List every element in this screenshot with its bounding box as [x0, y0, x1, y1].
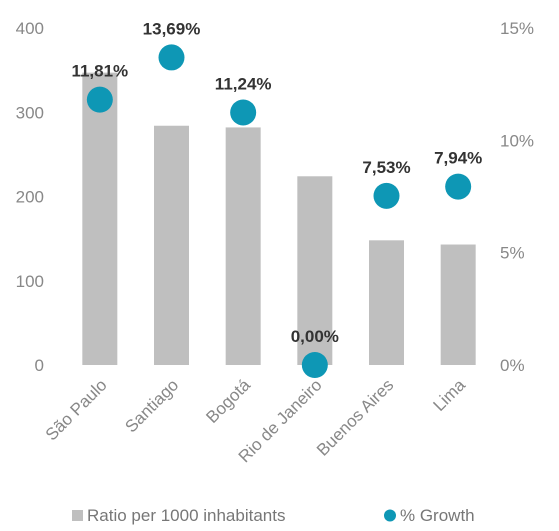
bar: [225, 127, 261, 365]
growth-data-label: 0,00%: [291, 327, 339, 346]
legend-label-bar: Ratio per 1000 inhabitants: [87, 506, 285, 525]
growth-point: [373, 182, 400, 209]
bar: [297, 176, 333, 365]
category-label: Lima: [429, 375, 469, 415]
legend-swatch-growth: [384, 509, 396, 522]
bar: [82, 72, 118, 365]
growth-point: [86, 86, 113, 113]
right-axis-tick-label: 15%: [500, 19, 534, 38]
legend-label-growth: % Growth: [400, 506, 475, 525]
right-axis: 0% 5% 10% 15%: [500, 19, 534, 375]
growth-point: [301, 352, 328, 378]
growth-series: [86, 44, 472, 378]
legend-swatch-bar: [72, 510, 83, 521]
right-axis-tick-label: 0%: [500, 356, 525, 375]
left-axis-tick-label: 100: [16, 272, 44, 291]
category-label: Santiago: [121, 375, 182, 436]
bar: [369, 240, 404, 365]
category-label: São Paulo: [42, 375, 111, 444]
left-axis: 0 100 200 300 400: [16, 19, 44, 375]
growth-data-label: 11,24%: [215, 74, 272, 93]
growth-point: [445, 173, 472, 200]
growth-data-label: 11,81%: [71, 62, 128, 81]
growth-point: [158, 44, 185, 71]
right-axis-tick-label: 5%: [500, 244, 525, 263]
category-label: Buenos Aires: [313, 375, 397, 459]
left-axis-tick-label: 200: [16, 188, 44, 207]
bar-series: [82, 72, 476, 365]
left-axis-tick-label: 400: [16, 19, 44, 38]
growth-data-label: 7,53%: [362, 158, 410, 177]
growth-data-label: 13,69%: [143, 19, 201, 38]
bar: [440, 244, 476, 365]
left-axis-tick-label: 300: [16, 103, 44, 122]
bar: [154, 125, 189, 365]
data-labels: 11,81% 13,69% 11,24% 0,00% 7,53% 7,94%: [71, 19, 482, 346]
growth-point: [230, 99, 257, 126]
growth-data-label: 7,94%: [434, 149, 482, 168]
left-axis-tick-label: 0: [35, 356, 44, 375]
category-label: Bogotá: [202, 375, 254, 427]
legend: Ratio per 1000 inhabitants % Growth: [72, 506, 475, 525]
right-axis-tick-label: 10%: [500, 131, 534, 150]
